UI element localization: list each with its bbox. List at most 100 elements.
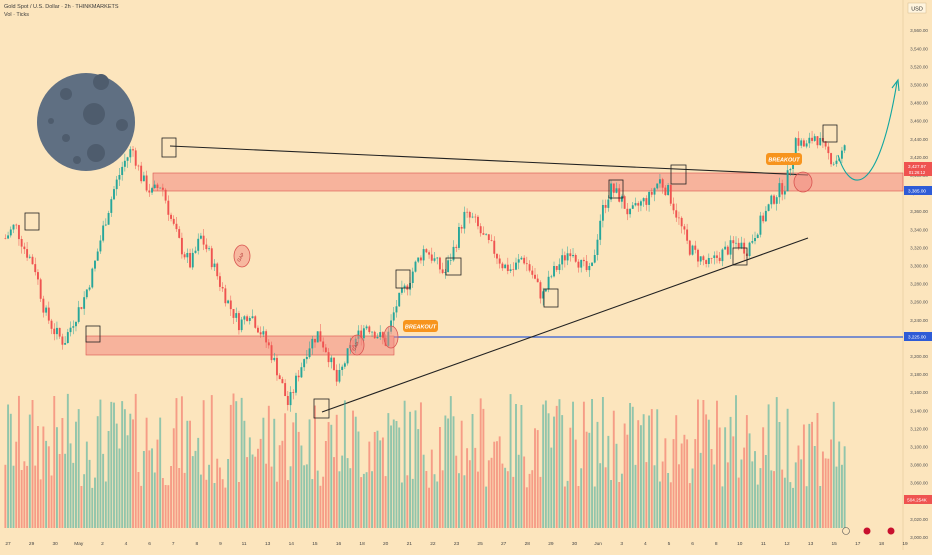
candle-body <box>656 183 659 189</box>
volume-bar <box>455 455 458 528</box>
volume-indicator-title: Vol · Ticks <box>4 12 30 18</box>
price-tick-label: 3,300.00 <box>910 264 928 269</box>
volume-bar <box>805 486 808 528</box>
volume-bar <box>387 413 390 528</box>
date-tick-label: 30 <box>572 541 578 547</box>
candle-body <box>107 213 110 225</box>
candle-body <box>827 146 830 154</box>
candle-body <box>710 258 713 259</box>
volume-bar <box>477 471 479 528</box>
date-tick-label: 18 <box>879 541 885 547</box>
candle-body <box>251 316 254 319</box>
upper-zone-price: 3,385.00 <box>908 189 926 194</box>
volume-bar <box>88 459 91 528</box>
volume-bar <box>289 466 292 528</box>
volume-bar <box>821 451 824 528</box>
candle-body <box>737 242 740 249</box>
upper-zone-badge <box>904 186 932 195</box>
volume-bar <box>300 445 303 528</box>
candle-body <box>319 331 322 342</box>
pivot-box <box>24 212 40 231</box>
volume-bar <box>561 415 564 528</box>
candle-body <box>637 203 640 206</box>
volume-bar <box>47 446 50 528</box>
candle-body <box>232 309 235 318</box>
volume-bar <box>770 470 773 528</box>
volume-bar <box>555 405 558 528</box>
candle-body <box>544 289 547 292</box>
candle-body <box>506 264 509 271</box>
volume-bar <box>615 443 618 528</box>
price-tick-label: 3,140.00 <box>910 408 928 413</box>
candle-body <box>732 240 735 244</box>
volume-bar <box>213 483 216 528</box>
candle-body <box>477 216 479 227</box>
volume-bar <box>534 428 536 528</box>
currency-box <box>907 2 927 14</box>
volume-bar <box>729 416 732 528</box>
candle-body <box>360 330 363 339</box>
date-tick-label: 13 <box>265 541 271 547</box>
candle-body <box>645 198 648 205</box>
volume-bar <box>69 443 72 528</box>
candle-body <box>547 276 550 290</box>
volume-bar <box>509 394 512 528</box>
volume-bar <box>161 478 164 528</box>
volume-bar <box>148 450 151 528</box>
volume-bar <box>278 445 281 528</box>
candle-body <box>577 261 580 268</box>
volume-bar <box>444 415 447 528</box>
candle-body <box>425 249 428 253</box>
volume-bar <box>208 464 211 528</box>
price-tick-label: 3,180.00 <box>910 372 928 377</box>
candle-body <box>237 313 240 331</box>
volume-bar <box>474 447 477 528</box>
volume-bar <box>303 465 306 528</box>
candle-body <box>699 256 702 262</box>
volume-bar <box>284 413 287 528</box>
price-axis: 3,560.00 3,540.00 3,520.00 3,500.00 3,480.00… <box>910 28 928 540</box>
candle-body <box>585 261 588 270</box>
date-tick-label: 16 <box>336 541 342 547</box>
volume-bar <box>737 477 740 528</box>
volume-bar <box>311 479 314 528</box>
candle-body <box>813 136 816 141</box>
volume-bar <box>691 468 694 528</box>
volume-bar <box>395 421 398 528</box>
timezone-icon[interactable] <box>842 527 850 535</box>
candle-body <box>34 264 37 273</box>
symbol-title: Gold Spot / U.S. Dollar · 2h · THINKMARK… <box>4 4 119 10</box>
candle-body <box>580 259 583 268</box>
candle-body <box>629 208 632 215</box>
candle-body <box>167 200 170 215</box>
candle-body <box>289 392 292 406</box>
volume-bar <box>189 420 191 528</box>
candle-body <box>61 336 64 345</box>
candle-body <box>235 313 238 318</box>
volume-bar <box>338 471 341 528</box>
volume-bar <box>115 423 118 528</box>
resistance-zone <box>152 172 904 192</box>
volume-bar <box>419 402 422 528</box>
candle-body <box>262 331 265 335</box>
price-tick-label: 3,100.00 <box>910 445 928 450</box>
volume-bar <box>669 482 672 528</box>
flag-icon[interactable] <box>887 527 895 535</box>
volume-bar <box>140 485 143 528</box>
candle-body <box>460 227 463 229</box>
volume-bar <box>764 455 767 528</box>
volume-bar <box>458 473 460 528</box>
volume-bar <box>186 420 189 528</box>
flag-icon[interactable] <box>863 527 871 535</box>
candle-body <box>504 264 507 269</box>
candle-body <box>569 253 572 257</box>
volume-bar <box>512 476 515 528</box>
volume-bar <box>756 484 759 528</box>
volume-bar <box>566 480 569 528</box>
volume-bar <box>664 438 667 528</box>
candlesticks <box>4 130 846 412</box>
gap-circle <box>349 334 365 356</box>
volume-bar <box>542 404 545 528</box>
